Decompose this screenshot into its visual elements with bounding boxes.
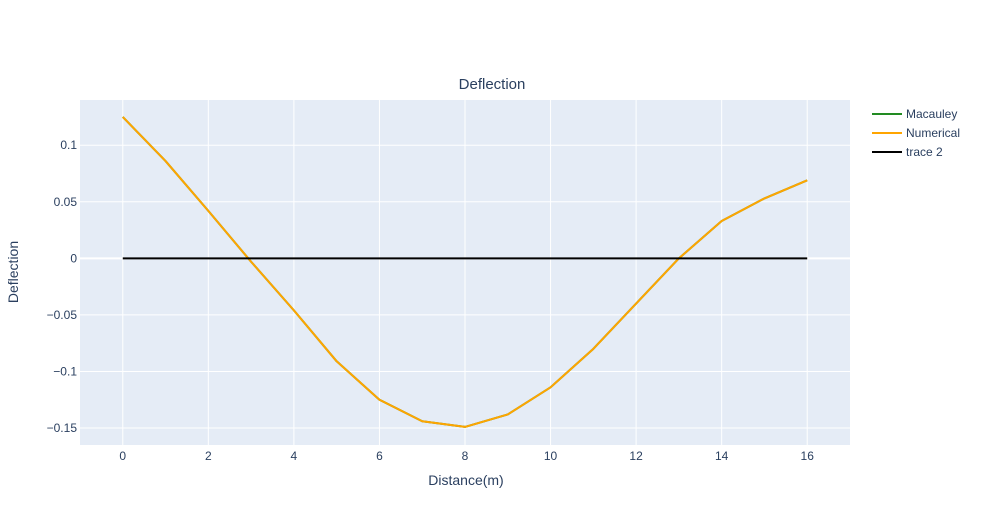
x-gridlines [122, 100, 808, 445]
series-line-numerical [122, 116, 808, 428]
y-tick-label: 0 [70, 251, 77, 265]
y-tick-label: −0.1 [53, 364, 77, 378]
x-tick-label: 10 [544, 449, 558, 463]
legend-item-numerical[interactable]: Numerical [872, 126, 960, 140]
x-tick-label: 6 [376, 449, 383, 463]
legend-item-trace-2[interactable]: trace 2 [872, 145, 943, 159]
legend-label: Numerical [906, 126, 960, 140]
legend-label: trace 2 [906, 145, 943, 159]
chart-title: Deflection [459, 76, 526, 93]
legend[interactable]: Macauley Numerical trace 2 [872, 107, 960, 159]
y-tick-label: 0.05 [54, 195, 78, 209]
legend-label: Macauley [906, 107, 957, 121]
y-tick-label: 0.1 [60, 138, 77, 152]
x-tick-label: 14 [715, 449, 729, 463]
x-tick-label: 12 [629, 449, 643, 463]
y-tick-label: −0.15 [47, 421, 78, 435]
y-tick-labels: 0.1 0.05 0 −0.05 −0.1 −0.15 [47, 138, 78, 435]
x-tick-labels: 0 2 4 6 8 10 12 14 16 [119, 449, 814, 463]
x-tick-label: 8 [462, 449, 469, 463]
series-lines [122, 116, 808, 428]
y-tick-label: −0.05 [47, 308, 78, 322]
x-tick-label: 16 [801, 449, 815, 463]
x-tick-label: 2 [205, 449, 212, 463]
x-tick-label: 4 [291, 449, 298, 463]
y-axis-title: Deflection [5, 241, 21, 303]
x-tick-label: 0 [119, 449, 126, 463]
x-axis-title: Distance(m) [428, 472, 503, 488]
legend-item-macauley[interactable]: Macauley [872, 107, 957, 121]
